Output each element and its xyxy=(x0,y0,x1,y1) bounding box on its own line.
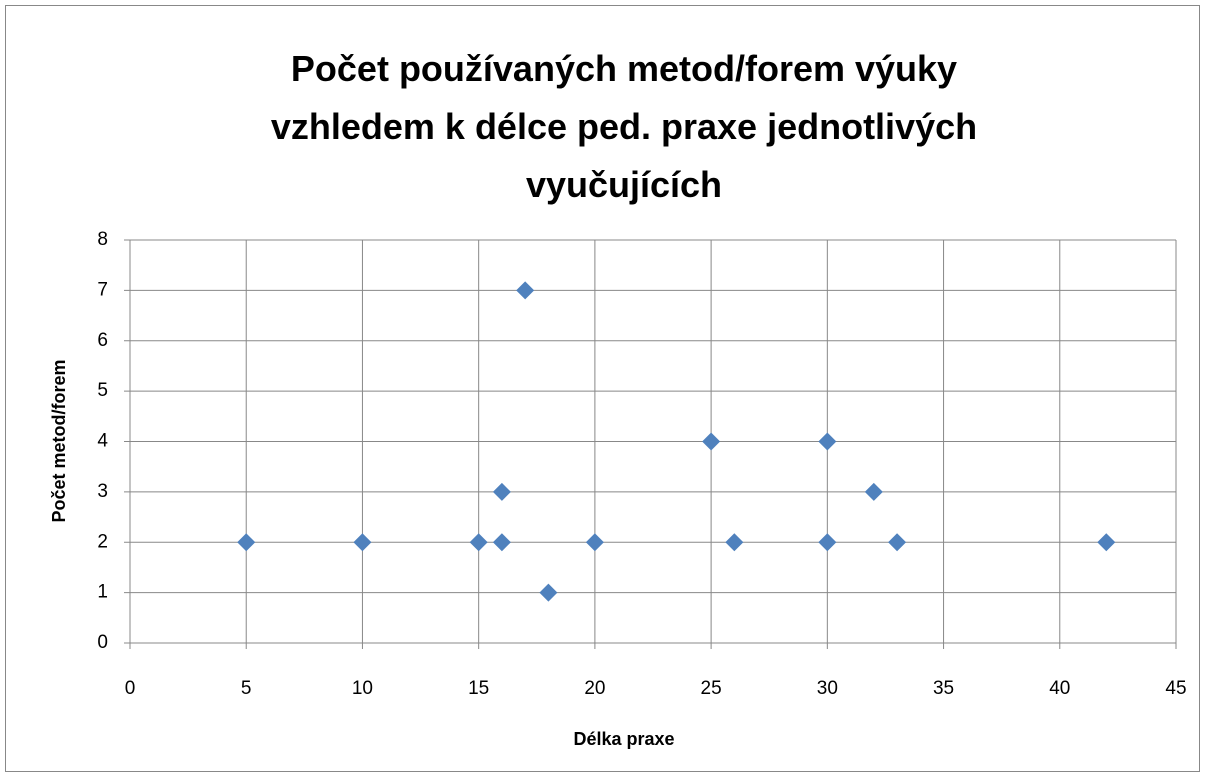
data-point xyxy=(818,432,837,451)
y-tick-label: 0 xyxy=(97,632,108,653)
data-point xyxy=(702,432,721,451)
x-axis-label: Délka praxe xyxy=(573,729,674,749)
x-tick-label: 20 xyxy=(584,678,605,699)
x-tick-label: 5 xyxy=(241,678,252,699)
data-point xyxy=(353,533,372,552)
data-point xyxy=(818,533,837,552)
x-tick-label: 35 xyxy=(933,678,954,699)
x-tick-label: 0 xyxy=(125,678,136,699)
y-tick-label: 3 xyxy=(97,481,108,502)
data-point xyxy=(237,533,256,552)
x-tick-label: 40 xyxy=(1049,678,1070,699)
chart-border xyxy=(5,5,1200,772)
x-tick-label: 30 xyxy=(817,678,838,699)
data-point xyxy=(539,583,558,602)
y-tick-label: 8 xyxy=(97,229,108,250)
data-point xyxy=(516,281,535,300)
y-axis-label: Počet metod/forem xyxy=(49,359,69,522)
data-point xyxy=(725,533,744,552)
y-tick-label: 5 xyxy=(97,380,108,401)
data-point xyxy=(469,533,488,552)
data-point xyxy=(864,482,883,501)
y-tick-label: 1 xyxy=(97,582,108,603)
y-tick-label: 2 xyxy=(97,531,108,552)
y-tick-label: 7 xyxy=(97,279,108,300)
x-tick-label: 15 xyxy=(468,678,489,699)
data-point xyxy=(1097,533,1116,552)
chart-title: Počet používaných metod/forem výuky vzhl… xyxy=(270,48,978,205)
x-tick-label: 45 xyxy=(1165,678,1186,699)
y-tick-label: 6 xyxy=(97,330,108,351)
data-point xyxy=(492,533,511,552)
y-tick-label: 4 xyxy=(97,431,108,452)
data-point xyxy=(888,533,907,552)
data-point xyxy=(492,482,511,501)
x-tick-label: 10 xyxy=(352,678,373,699)
x-tick-label: 25 xyxy=(701,678,722,699)
data-point xyxy=(585,533,604,552)
